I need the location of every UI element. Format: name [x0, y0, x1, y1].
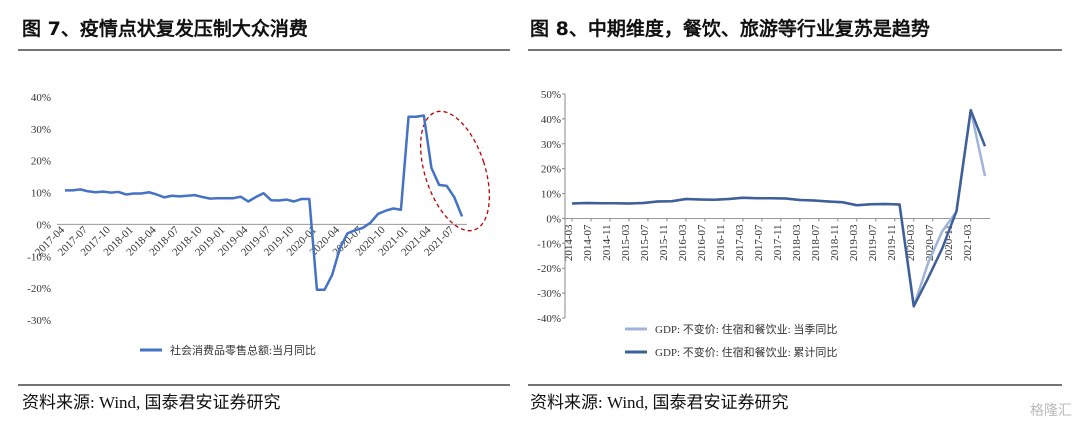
- legend-label: GDP: 不变价: 住宿和餐饮业: 当季同比: [655, 322, 837, 336]
- x-tick-label: 2018-03: [791, 224, 803, 261]
- x-tick-label: 2018-11: [829, 224, 841, 260]
- x-tick-label: 2016-11: [715, 224, 727, 260]
- x-tick-label: 2021-03: [962, 224, 974, 261]
- x-tick-label: 2020-03: [905, 224, 917, 261]
- legend-label: 社会消费品零售总额:当月同比: [170, 343, 316, 357]
- x-tick-label: 2014-07: [582, 224, 594, 261]
- x-tick-label: 2020-11: [943, 224, 955, 260]
- y-tick-label: -30%: [27, 315, 51, 327]
- x-tick-label: 2014-11: [601, 224, 613, 260]
- x-tick-label: 2016-07: [696, 224, 708, 261]
- x-tick-label: 2019-11: [886, 224, 898, 260]
- x-tick-label: 2014-03: [563, 224, 575, 261]
- y-tick-label: -10%: [27, 251, 51, 263]
- y-tick-label: 0%: [36, 219, 51, 231]
- x-tick-label: 2015-07: [639, 224, 651, 261]
- x-tick-label: 2019-03: [848, 224, 860, 261]
- right-title: 图 8、中期维度，餐饮、旅游等行业复苏是趋势: [530, 17, 930, 40]
- y-tick-label: -40%: [537, 313, 561, 325]
- legend-label: GDP: 不变价: 住宿和餐饮业: 累计同比: [655, 345, 837, 359]
- y-tick-label: 40%: [31, 92, 51, 104]
- x-tick-label: 2015-03: [620, 224, 632, 261]
- y-tick-label: 20%: [541, 164, 561, 176]
- x-tick-label: 2019-07: [867, 224, 879, 261]
- source: 资料来源: Wind, 国泰君安证券研究: [22, 393, 281, 412]
- x-tick-label: 2017-07: [753, 224, 765, 261]
- source: 资料来源: Wind, 国泰君安证券研究: [530, 393, 789, 412]
- y-tick-label: -20%: [27, 283, 51, 295]
- x-tick-label: 2018-07: [810, 224, 822, 261]
- y-tick-label: 20%: [31, 156, 51, 168]
- y-tick-label: -10%: [537, 238, 561, 250]
- x-tick-label: 2015-11: [658, 224, 670, 260]
- series-line: [65, 114, 464, 291]
- x-tick-label: 2016-03: [677, 224, 689, 261]
- highlight-ellipse: [419, 110, 491, 232]
- y-tick-label: -30%: [537, 288, 561, 300]
- x-tick-label: 2017-03: [734, 224, 746, 261]
- series-line: [571, 108, 987, 308]
- series-line: [571, 108, 987, 308]
- y-tick-label: 30%: [541, 139, 561, 151]
- y-tick-label: 10%: [31, 188, 51, 200]
- x-tick-label: 2017-11: [772, 224, 784, 260]
- y-tick-label: 0%: [546, 213, 561, 225]
- left-title: 图 7、疫情点状复发压制大众消费: [22, 17, 308, 40]
- y-tick-label: 50%: [541, 89, 561, 101]
- y-tick-label: -20%: [537, 263, 561, 275]
- y-tick-label: 10%: [541, 189, 561, 201]
- x-tick-label: 2020-07: [924, 224, 936, 261]
- y-tick-label: 30%: [31, 124, 51, 136]
- watermark: 格隆汇: [1030, 403, 1072, 419]
- y-tick-label: 40%: [541, 114, 561, 126]
